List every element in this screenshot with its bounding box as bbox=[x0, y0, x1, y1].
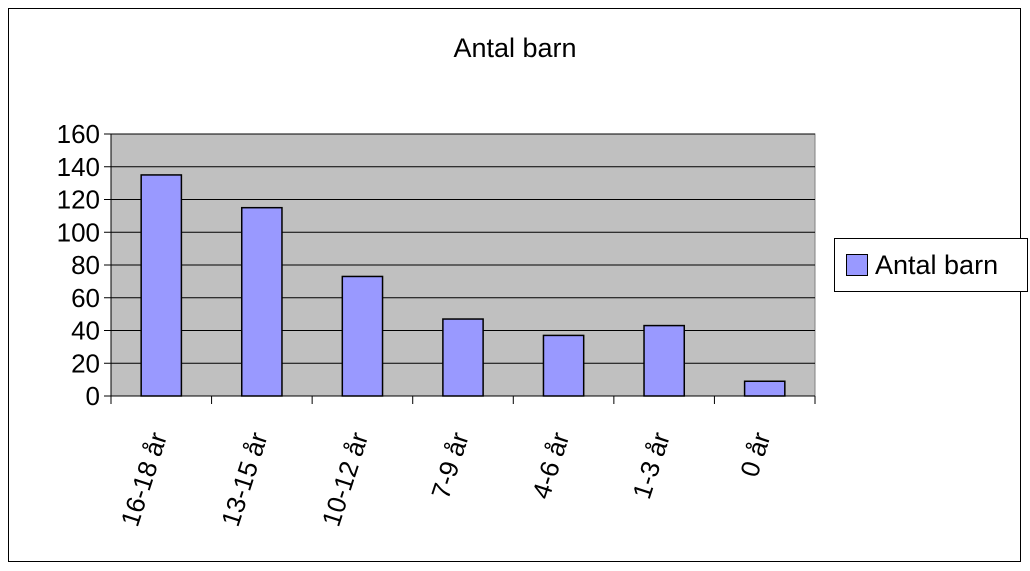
legend: Antal barn bbox=[834, 238, 1028, 292]
bar bbox=[743, 380, 786, 397]
bar bbox=[240, 206, 283, 397]
y-tick-label: 80 bbox=[71, 250, 100, 280]
bar bbox=[643, 324, 686, 397]
legend-swatch bbox=[846, 254, 868, 276]
x-tick-label: 10-12 år bbox=[316, 428, 375, 530]
x-tick-label: 0 år bbox=[734, 428, 776, 480]
y-tick-label: 160 bbox=[57, 119, 100, 149]
y-tick-label: 20 bbox=[71, 348, 100, 378]
bar bbox=[542, 334, 585, 397]
chart-title: Antal barn bbox=[453, 33, 577, 63]
bar bbox=[341, 275, 384, 397]
x-tick-label: 4-6 år bbox=[526, 428, 576, 502]
y-tick-label: 140 bbox=[57, 152, 100, 182]
x-tick-label: 16-18 år bbox=[115, 428, 174, 530]
y-tick-label: 40 bbox=[71, 316, 100, 346]
y-tick-label: 120 bbox=[57, 185, 100, 215]
legend-label: Antal barn bbox=[875, 249, 999, 280]
x-tick-label: 13-15 år bbox=[215, 428, 274, 530]
x-tick-label: 1-3 år bbox=[626, 428, 676, 502]
y-tick-label: 60 bbox=[71, 283, 100, 313]
y-tick-label: 0 bbox=[86, 381, 100, 411]
bar bbox=[140, 174, 183, 397]
x-tick-label: 7-9 år bbox=[425, 428, 475, 502]
bar bbox=[442, 318, 484, 397]
y-tick-label: 100 bbox=[57, 217, 100, 247]
